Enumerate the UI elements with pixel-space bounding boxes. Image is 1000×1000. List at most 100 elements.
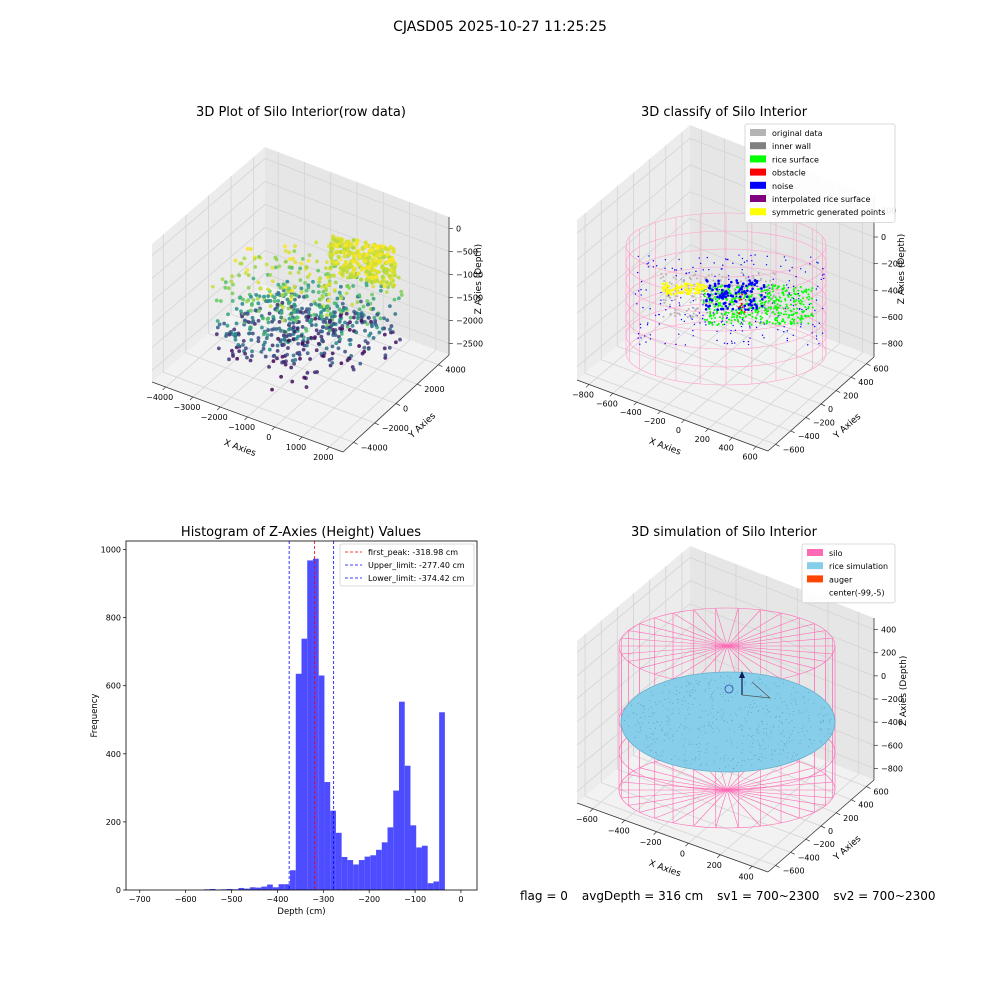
rice-point [794,701,796,703]
rice-point [661,727,663,729]
noise-point [649,338,652,340]
rice-point [642,705,644,707]
rice-point [827,729,829,731]
rice-point [712,708,714,710]
noise-point [678,302,680,304]
data-point [345,246,351,251]
noise-point [699,262,702,265]
rice-point [695,679,697,681]
rice-point [786,747,788,749]
rice-surface-point [772,299,775,302]
original-data-point [692,306,695,309]
original-data-point [748,305,751,308]
rice-point [773,725,775,727]
rice-surface-point [775,319,778,322]
x-tick [752,446,757,450]
data-point [292,297,297,302]
y-tick [835,390,841,393]
rice-surface-point [754,300,757,303]
data-point [362,349,367,354]
rice-point [711,705,713,707]
data-point [351,315,356,320]
rice-point [752,735,754,737]
original-data-point [712,279,715,282]
legend-swatch [750,129,766,136]
data-point [248,308,253,313]
data-point [268,304,273,309]
rice-point [721,709,723,711]
data-point [321,289,326,294]
rice-point [636,713,638,715]
noise-point [792,334,794,337]
rice-point [760,753,762,755]
data-point [283,259,288,264]
rice-point [753,754,755,756]
rice-point [650,691,652,693]
original-data-point [752,285,755,288]
data-point [286,346,290,350]
rice-point [792,714,794,716]
y-tick [790,430,795,434]
rice-point [802,731,804,733]
rice-surface-point [792,288,795,291]
data-point [325,322,330,327]
data-point [356,262,361,268]
rice-point [668,720,670,722]
rice-point [628,715,630,717]
noise-point [787,286,790,289]
rice-surface-point [773,302,776,305]
data-point [237,273,242,278]
noise-point [763,323,766,325]
rice-point [787,740,789,742]
rice-point [742,725,744,727]
original-data-point [772,271,775,274]
rice-point [668,682,670,684]
legend-swatch [750,168,766,176]
rice-point [806,730,808,732]
rice-point [802,725,804,727]
noise-point [751,306,755,310]
y-tick [374,422,379,426]
symmetric-point [667,284,671,288]
rice-point [709,724,711,726]
data-point [326,299,331,303]
symmetric-point [695,287,698,291]
data-point [383,246,388,251]
rice-point [741,729,743,731]
rice-surface-point [796,292,799,295]
data-point [214,332,219,337]
rice-point [720,675,722,677]
rice-point [754,755,756,757]
symmetric-point [673,287,676,290]
rice-point [748,711,750,713]
noise-point [805,308,807,311]
data-point [236,342,241,347]
rice-point [782,729,784,731]
symmetric-point [699,286,702,290]
panel-histogram: Histogram of Z-Axies (Height) Values−700… [90,525,478,917]
data-point [226,312,230,317]
noise-point [706,256,708,259]
data-point [325,275,330,280]
data-point [330,258,335,263]
rice-point [663,740,665,742]
z-tick-label: −600 [881,741,903,750]
rice-point [757,710,759,712]
histogram-bar [278,884,285,890]
original-data-point [741,272,744,275]
noise-point [788,270,791,272]
data-point [386,285,391,290]
noise-point [740,264,742,266]
rice-surface-point [771,322,774,325]
data-point [357,307,362,312]
data-point [214,298,219,303]
rice-point [650,716,652,718]
rice-point [796,753,798,755]
noise-point [705,324,707,326]
rice-point [820,712,822,714]
obstacle-point [741,306,744,309]
rice-surface-point [785,313,788,316]
symmetric-point [698,283,702,287]
rice-point [687,708,689,710]
rice-point [738,709,740,711]
